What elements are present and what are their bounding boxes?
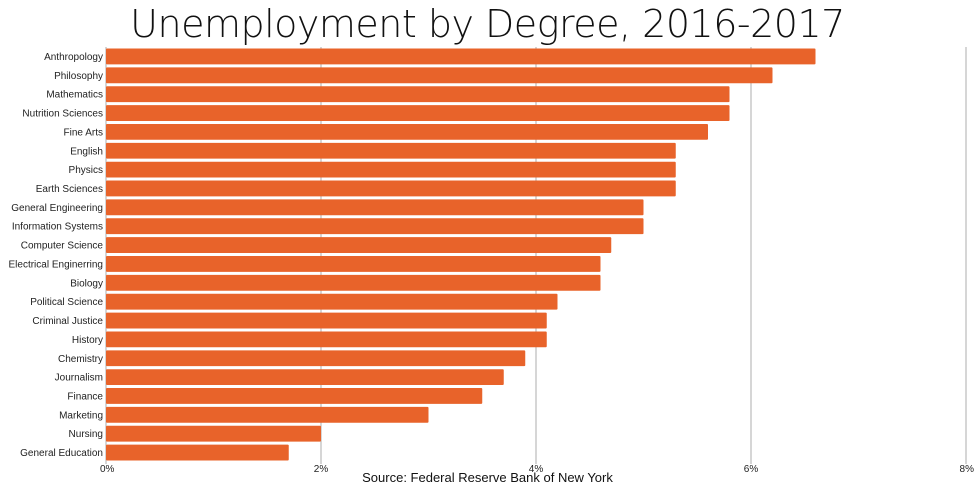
bar <box>106 369 504 386</box>
bar <box>106 48 816 65</box>
x-tick-label: 8% <box>960 464 975 475</box>
bar <box>106 256 601 272</box>
category-label: Political Science <box>30 297 103 308</box>
bar <box>106 180 676 197</box>
bar <box>106 388 483 404</box>
bar <box>106 274 601 291</box>
source-note: Source: Federal Reserve Bank of New York <box>362 470 613 485</box>
x-tick-label: 2% <box>314 464 329 475</box>
bar <box>106 199 644 216</box>
category-label: History <box>72 335 103 346</box>
category-label: Finance <box>67 391 103 402</box>
category-label: Computer Science <box>21 241 104 252</box>
category-labels: Anthropology Philosophy Mathematics Nutriti… <box>9 52 104 459</box>
bar <box>106 237 612 253</box>
category-label: Physics <box>69 165 103 176</box>
category-label: Biology <box>70 278 103 289</box>
category-label: English <box>70 146 103 157</box>
bar <box>106 293 558 310</box>
bar <box>106 350 526 367</box>
category-label: General Education <box>20 448 103 459</box>
bar <box>106 425 321 442</box>
category-label: Nutrition Sciences <box>22 109 103 120</box>
category-label: Mathematics <box>46 90 103 101</box>
chart-title: Unemployment by Degree, 2016-2017 <box>130 2 845 46</box>
category-label: Marketing <box>59 410 103 421</box>
bar <box>106 86 730 103</box>
bar <box>106 67 773 84</box>
category-label: Journalism <box>55 373 103 384</box>
category-label: Information Systems <box>12 222 103 233</box>
bar <box>106 142 676 159</box>
bar <box>106 444 289 461</box>
bar <box>106 161 676 178</box>
category-label: Criminal Justice <box>32 316 103 327</box>
x-tick-labels: 0% 2% 4% 6% 8% <box>100 464 974 475</box>
category-label: Fine Arts <box>64 127 103 138</box>
x-tick-label: 0% <box>100 464 115 475</box>
category-label: Philosophy <box>54 71 103 82</box>
bar <box>106 312 547 329</box>
bar <box>106 406 429 423</box>
category-label: General Engineering <box>11 203 103 214</box>
bar <box>106 218 644 235</box>
category-label: Anthropology <box>44 52 103 63</box>
category-label: Electrical Enginerring <box>9 259 104 270</box>
category-label: Nursing <box>69 429 103 440</box>
category-label: Chemistry <box>58 354 103 365</box>
bars <box>106 48 816 461</box>
bar <box>106 123 708 140</box>
category-label: Earth Sciences <box>36 184 103 195</box>
x-tick-label: 4% <box>529 464 544 475</box>
x-tick-label: 6% <box>744 464 759 475</box>
bar <box>106 105 730 121</box>
bar <box>106 331 547 348</box>
